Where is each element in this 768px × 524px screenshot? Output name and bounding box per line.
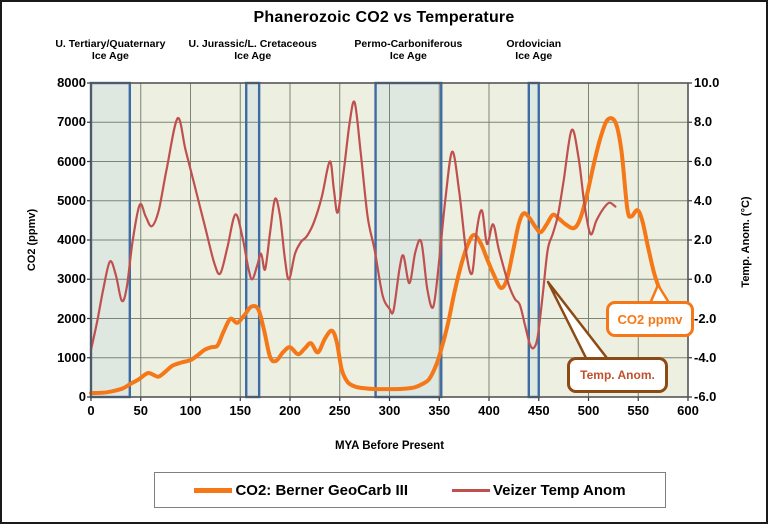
legend-label-temp: Veizer Temp Anom — [493, 481, 626, 499]
y-axis-left-title: CO2 (ppmv) — [26, 208, 38, 272]
legend-item-temp: Veizer Temp Anom — [452, 482, 626, 499]
x-tick-label: 150 — [229, 403, 252, 418]
y-right-tick-label: 0.0 — [694, 271, 713, 287]
y-left-tick-label: 0 — [78, 389, 86, 404]
x-tick-label: 200 — [279, 403, 301, 418]
x-axis-title: MYA Before Present — [334, 440, 445, 452]
y-right-tick-label: 4.0 — [694, 192, 713, 208]
legend-label-co2: CO2: Berner GeoCarb III — [235, 481, 408, 499]
temp-series-callout: Temp. Anom. — [567, 357, 668, 393]
y-left-tick-label: 4000 — [57, 232, 86, 247]
y-right-tick-label: 8.0 — [694, 114, 713, 130]
y-left-tick-label: 6000 — [57, 153, 86, 169]
x-tick-label: 50 — [133, 403, 148, 418]
ice-age-label: Permo-Carboniferous Ice Age — [354, 38, 462, 62]
y-right-tick-label: -2.0 — [694, 310, 717, 326]
ice-age-label: U. Tertiary/Quaternary Ice Age — [55, 38, 165, 62]
y-left-tick-label: 7000 — [57, 114, 86, 130]
x-tick-label: 300 — [378, 403, 401, 418]
co2-line-swatch — [194, 487, 233, 493]
y-right-tick-label: 10.0 — [694, 75, 720, 90]
y-right-tick-label: 6.0 — [694, 153, 713, 169]
y-left-tick-label: 2000 — [57, 310, 86, 326]
ice-age-suffix: Ice Age — [91, 50, 129, 62]
y-left-tick-label: 8000 — [57, 75, 86, 90]
x-tick-label: 100 — [179, 403, 202, 418]
y-right-tick-label: 2.0 — [694, 232, 713, 247]
ice-age-suffix: Ice Age — [389, 50, 427, 62]
x-tick-label: 500 — [577, 403, 600, 418]
legend-item-co2: CO2: Berner GeoCarb III — [194, 482, 408, 499]
x-tick-label: 600 — [677, 403, 699, 418]
x-tick-label: 350 — [428, 403, 451, 418]
chart-title: Phanerozoic CO2 vs Temperature — [253, 9, 515, 26]
y-right-tick-label: -4.0 — [694, 349, 717, 365]
ice-age-suffix: Ice Age — [234, 50, 272, 62]
temp-series-line — [89, 100, 617, 351]
y-axis-right-title: Temp. Anom. (°C) — [740, 196, 752, 288]
ice-age-suffix: Ice Age — [515, 50, 553, 62]
x-tick-label: 400 — [478, 403, 500, 418]
ice-age-name: Ordovician — [506, 38, 562, 50]
temp-line-swatch — [452, 488, 490, 492]
legend: CO2: Berner GeoCarb III Veizer Temp Anom — [154, 472, 666, 508]
x-tick-label: 0 — [87, 403, 95, 418]
ice-age-name: U. Tertiary/Quaternary — [55, 38, 166, 50]
y-right-tick-label: -6.0 — [694, 389, 717, 404]
ice-age-name: U. Jurassic/L. Cretaceous — [188, 38, 317, 50]
x-tick-label: 550 — [627, 403, 650, 418]
co2-series-callout: CO2 ppmv — [606, 301, 694, 337]
ice-age-label: Ordovician Ice Age — [506, 38, 561, 62]
x-tick-label: 250 — [328, 403, 351, 418]
ice-age-name: Permo-Carboniferous — [354, 38, 463, 50]
y-left-tick-label: 1000 — [57, 349, 86, 365]
co2-series-line — [89, 116, 663, 396]
y-left-tick-label: 3000 — [57, 271, 86, 287]
x-tick-label: 450 — [527, 403, 550, 418]
ice-age-label: U. Jurassic/L. Cretaceous Ice Age — [188, 38, 316, 62]
plot-border — [90, 82, 689, 398]
y-left-tick-label: 5000 — [57, 192, 86, 208]
